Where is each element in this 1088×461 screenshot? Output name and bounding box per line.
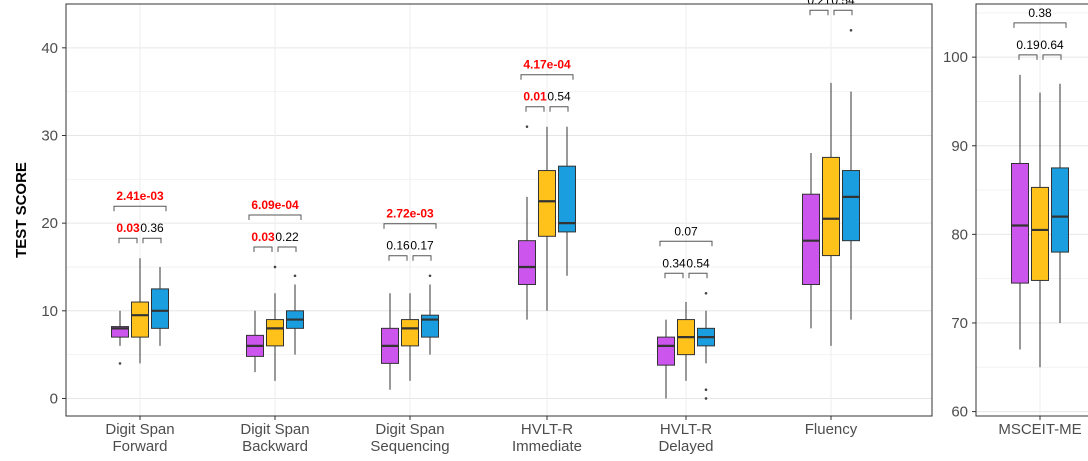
bracket-left: [118, 237, 138, 244]
bracket-left: [388, 255, 408, 261]
bracket-right: [688, 272, 708, 279]
box-body: [657, 336, 675, 366]
bracket-right: [833, 9, 853, 16]
outlier-point: [849, 28, 853, 32]
box-body: [1031, 186, 1049, 281]
bracket-right: [412, 255, 432, 261]
outlier-point: [704, 397, 708, 400]
pvalue-right: 0.17: [410, 239, 434, 253]
y-tick-label: 10: [41, 303, 58, 320]
y-tick-label: 70: [951, 315, 968, 332]
box-body: [151, 288, 169, 329]
box-body: [131, 301, 149, 338]
plot-background: [66, 4, 932, 416]
y-tick-label: 60: [951, 404, 968, 421]
box-body: [518, 240, 536, 286]
bracket-left: [1018, 54, 1038, 60]
category-group: 0.210.540.07Fluency: [802, 0, 860, 438]
bracket-right: [1042, 54, 1062, 60]
category-label: Immediate: [512, 438, 582, 455]
bracket-right: [549, 106, 569, 112]
outlier-point: [293, 274, 297, 278]
box-body: [111, 326, 129, 338]
pvalue-right: 0.22: [275, 230, 299, 244]
box-body: [401, 319, 419, 347]
y-tick-label: 100: [943, 49, 968, 66]
box-body: [1051, 167, 1069, 253]
pvalue-left: 0.19: [1016, 38, 1040, 52]
category-label: MSCEIT-ME: [998, 421, 1081, 438]
pvalue-left: 0.01: [523, 90, 547, 104]
bracket-left: [664, 272, 684, 279]
outlier-point: [704, 291, 708, 295]
pvalue-overall: 4.17e-04: [523, 58, 571, 72]
plot-border: [975, 3, 1088, 417]
outlier-point: [525, 125, 529, 129]
category-label: Delayed: [658, 438, 713, 455]
bracket-right: [142, 237, 162, 244]
box-body: [538, 170, 556, 237]
category-label: HVLT-R: [660, 421, 712, 438]
bracket-right: [277, 246, 297, 252]
pvalue-left: 0.16: [386, 239, 410, 253]
category-label: Digit Span: [375, 421, 444, 438]
bracket-overall: [659, 240, 713, 247]
box-body: [558, 165, 576, 233]
pvalue-left: 0.03: [116, 221, 140, 235]
outlier-point: [428, 274, 432, 278]
outlier-point: [118, 362, 122, 365]
bracket-left: [253, 246, 273, 252]
pvalue-left: 0.34: [662, 256, 686, 270]
y-tick-label: 90: [951, 138, 968, 155]
category-label: Backward: [242, 438, 308, 455]
y-tick-label: 20: [41, 215, 58, 232]
pvalue-overall: 0.07: [674, 224, 698, 238]
y-tick-label: 30: [41, 127, 58, 144]
outlier-point: [273, 265, 277, 269]
pvalue-right: 0.64: [1040, 38, 1064, 52]
pvalue-overall: 6.09e-04: [251, 198, 299, 212]
box-body: [1011, 162, 1029, 284]
category-label: HVLT-R: [521, 421, 573, 438]
pvalue-right: 0.54: [547, 90, 571, 104]
plot-border: [65, 3, 933, 417]
bracket-overall: [113, 205, 167, 212]
pvalue-left: 0.03: [251, 230, 275, 244]
bracket-left: [525, 106, 545, 112]
bracket-overall: [248, 214, 302, 220]
category-group: 0.19 0.64 0.38 MSCEIT-ME: [998, 6, 1081, 438]
pvalue-overall: 2.41e-03: [116, 189, 164, 203]
bracket-overall: [520, 74, 574, 80]
box-body: [842, 170, 860, 242]
box-body: [266, 319, 284, 347]
pvalue-right: 0.36: [140, 221, 164, 235]
box-body: [822, 156, 840, 257]
y-tick-label: 40: [41, 40, 58, 57]
pvalue-overall: 0.38: [1028, 6, 1052, 20]
category-label: Digit Span: [240, 421, 309, 438]
y-axis-label: TEST SCORE: [13, 162, 30, 258]
pvalue-right: 0.54: [686, 256, 710, 270]
y-tick-label: 0: [50, 390, 58, 407]
category-label: Fluency: [805, 421, 858, 438]
box-body: [802, 193, 820, 286]
category-label: Digit Span: [105, 421, 174, 438]
bracket-overall: [1013, 22, 1067, 28]
outlier-point: [704, 388, 708, 392]
msceit-panel: 60 70 80 90 100 0.19 0.64 0.38 MSCEIT-ME: [943, 3, 1088, 438]
category-label: Sequencing: [370, 438, 449, 455]
pvalue-overall: 2.72e-03: [386, 207, 434, 221]
y-tick-label: 80: [951, 226, 968, 243]
bracket-overall: [383, 223, 437, 229]
category-label: Forward: [112, 438, 167, 455]
bracket-left: [809, 9, 829, 16]
